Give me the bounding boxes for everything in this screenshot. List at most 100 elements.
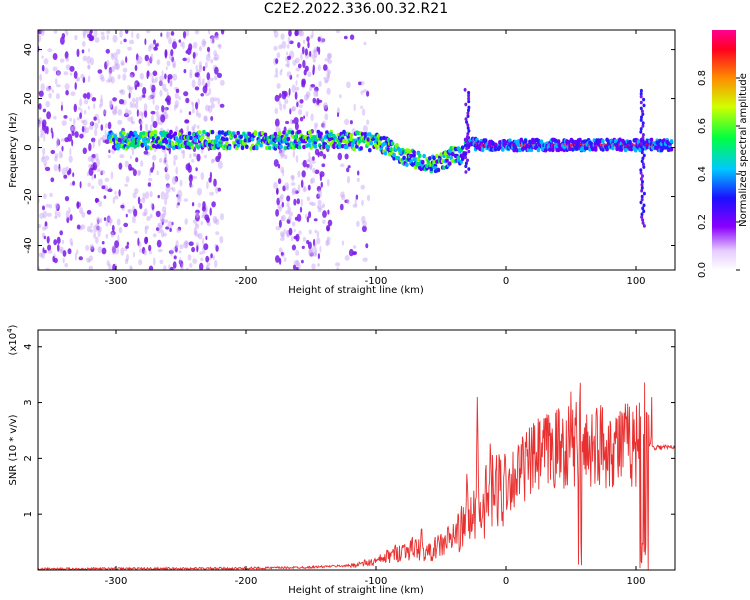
noise-blob (301, 170, 306, 178)
ridge-peak (484, 143, 486, 147)
colorbar-axes: 0.0 0.2 0.4 0.6 0.8 (697, 70, 740, 278)
ridge-blob (275, 144, 279, 149)
noise-blob (210, 36, 216, 45)
ridge-blob (349, 137, 354, 142)
noise-blob (352, 203, 358, 208)
noise-blob (339, 203, 344, 211)
noise-blob (126, 254, 129, 262)
noise-blob (199, 262, 204, 270)
noise-blob (122, 73, 127, 81)
noise-blob (214, 66, 219, 75)
noise-blob (200, 221, 203, 226)
noise-blob (275, 209, 279, 217)
noise-blob (169, 227, 172, 232)
streak-blob (640, 194, 644, 199)
noise-blob (355, 194, 359, 200)
ridge-peak (557, 143, 559, 147)
streak-blob (641, 138, 645, 143)
noise-blob (157, 248, 163, 253)
snr-series-line (38, 382, 675, 570)
ridge-peak (570, 143, 572, 147)
noise-blob (201, 81, 205, 86)
noise-blob (135, 96, 139, 104)
noise-blob (105, 221, 109, 227)
noise-blob (214, 35, 220, 41)
noise-blob (118, 189, 121, 197)
noise-blob (286, 71, 292, 78)
noise-blob (149, 124, 153, 132)
colorbar-gradient (712, 30, 736, 270)
ridge-blob (164, 139, 169, 144)
ridge-blob (277, 131, 282, 136)
snr-marks (38, 382, 675, 570)
noise-blob (176, 228, 181, 233)
ridge-blob (356, 130, 361, 136)
noise-blob (74, 82, 77, 90)
noise-blob (312, 156, 315, 161)
ridge-blob (287, 129, 292, 135)
ridge-blob (202, 129, 206, 135)
noise-blob (104, 129, 107, 138)
noise-blob (277, 178, 282, 185)
streak-blob (464, 117, 468, 121)
noise-blob (88, 36, 94, 42)
ridge-blob (313, 144, 318, 149)
ridge-blob (220, 130, 225, 135)
noise-blob (143, 249, 147, 256)
noise-blob (64, 83, 70, 91)
noise-blob (68, 155, 73, 163)
noise-blob (42, 205, 45, 211)
snr-x-label: Height of straight line (km) (288, 585, 424, 596)
noise-blob (93, 116, 97, 121)
noise-blob (317, 263, 321, 267)
noise-blob (148, 265, 154, 270)
noise-blob (298, 109, 303, 116)
noise-blob (195, 101, 199, 110)
noise-blob (163, 88, 169, 92)
noise-blob (40, 30, 45, 37)
noise-blob (149, 250, 152, 255)
noise-blob (110, 52, 114, 58)
ridge-blob (172, 145, 176, 151)
streak-blob (466, 126, 470, 130)
spectrogram-marks (38, 30, 674, 270)
streak-blob (467, 96, 471, 101)
ridge-blob (192, 132, 196, 137)
noise-blob (360, 90, 364, 95)
noise-blob (112, 97, 117, 102)
noise-blob (143, 150, 149, 155)
streak-blob (466, 111, 470, 116)
ridge-blob (548, 147, 552, 152)
noise-blob (174, 92, 179, 99)
ridge-peak (607, 143, 609, 147)
noise-blob (54, 215, 58, 220)
noise-blob (140, 120, 144, 125)
noise-blob (106, 60, 110, 67)
noise-blob (124, 183, 128, 187)
noise-blob (43, 133, 46, 142)
noise-blob (60, 138, 65, 142)
ridge-blob (519, 138, 524, 143)
noise-blob (90, 92, 93, 99)
noise-blob (202, 40, 207, 46)
noise-blob (290, 236, 294, 242)
noise-blob (97, 69, 103, 74)
noise-blob (152, 120, 158, 129)
noise-blob (219, 103, 225, 108)
noise-blob (309, 50, 312, 58)
noise-blob (306, 36, 310, 42)
noise-blob (322, 210, 327, 218)
streak-blob (641, 218, 645, 222)
spectrogram-x-label: Height of straight line (km) (288, 285, 424, 296)
noise-blob (106, 260, 110, 267)
ridge-blob (395, 143, 399, 148)
noise-blob (318, 80, 322, 87)
noise-blob (211, 201, 216, 208)
noise-blob (291, 84, 296, 93)
ridge-peak (600, 143, 602, 147)
ridge-blob (169, 134, 173, 140)
noise-blob (203, 115, 208, 122)
noise-blob (210, 116, 214, 121)
ridge-blob (169, 129, 173, 135)
noise-blob (45, 267, 50, 270)
